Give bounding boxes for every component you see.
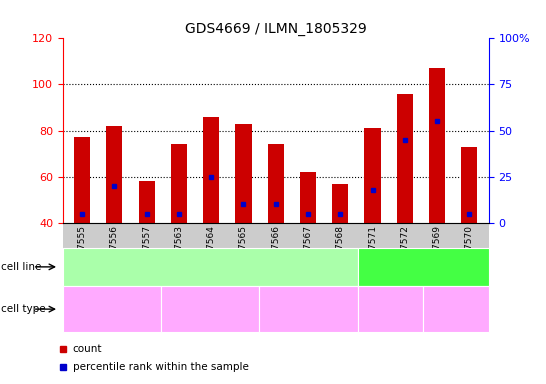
Text: derived astrocytes: derived astrocytes (171, 305, 250, 314)
Bar (332, 184, 348, 223)
Text: percentile rank within the sample: percentile rank within the sample (73, 362, 248, 372)
Text: derived neurons CD44-
EGFR-: derived neurons CD44- EGFR- (260, 300, 357, 319)
Bar (171, 144, 187, 223)
Text: embryonic stem cell H9: embryonic stem cell H9 (152, 262, 268, 272)
Bar (365, 128, 381, 223)
Text: count: count (73, 344, 102, 354)
Bar (139, 181, 155, 223)
Bar (300, 172, 316, 223)
Text: undifferentiated: undifferentiated (78, 305, 146, 314)
Bar (203, 117, 219, 223)
Bar (74, 137, 90, 223)
Title: GDS4669 / ILMN_1805329: GDS4669 / ILMN_1805329 (185, 22, 366, 36)
Text: cell line: cell line (1, 262, 41, 272)
Text: cell type: cell type (1, 304, 45, 314)
Bar (397, 94, 413, 223)
Bar (106, 126, 122, 223)
Text: derived
astrocytes: derived astrocytes (369, 300, 412, 319)
Text: derived neurons
CD44- EGFR-: derived neurons CD44- EGFR- (422, 300, 490, 319)
Bar (461, 147, 477, 223)
Bar (268, 144, 284, 223)
Text: UNC-93B-deficient-induced
pluripotent stem: UNC-93B-deficient-induced pluripotent st… (357, 256, 489, 278)
Bar (429, 68, 445, 223)
Bar (235, 124, 252, 223)
